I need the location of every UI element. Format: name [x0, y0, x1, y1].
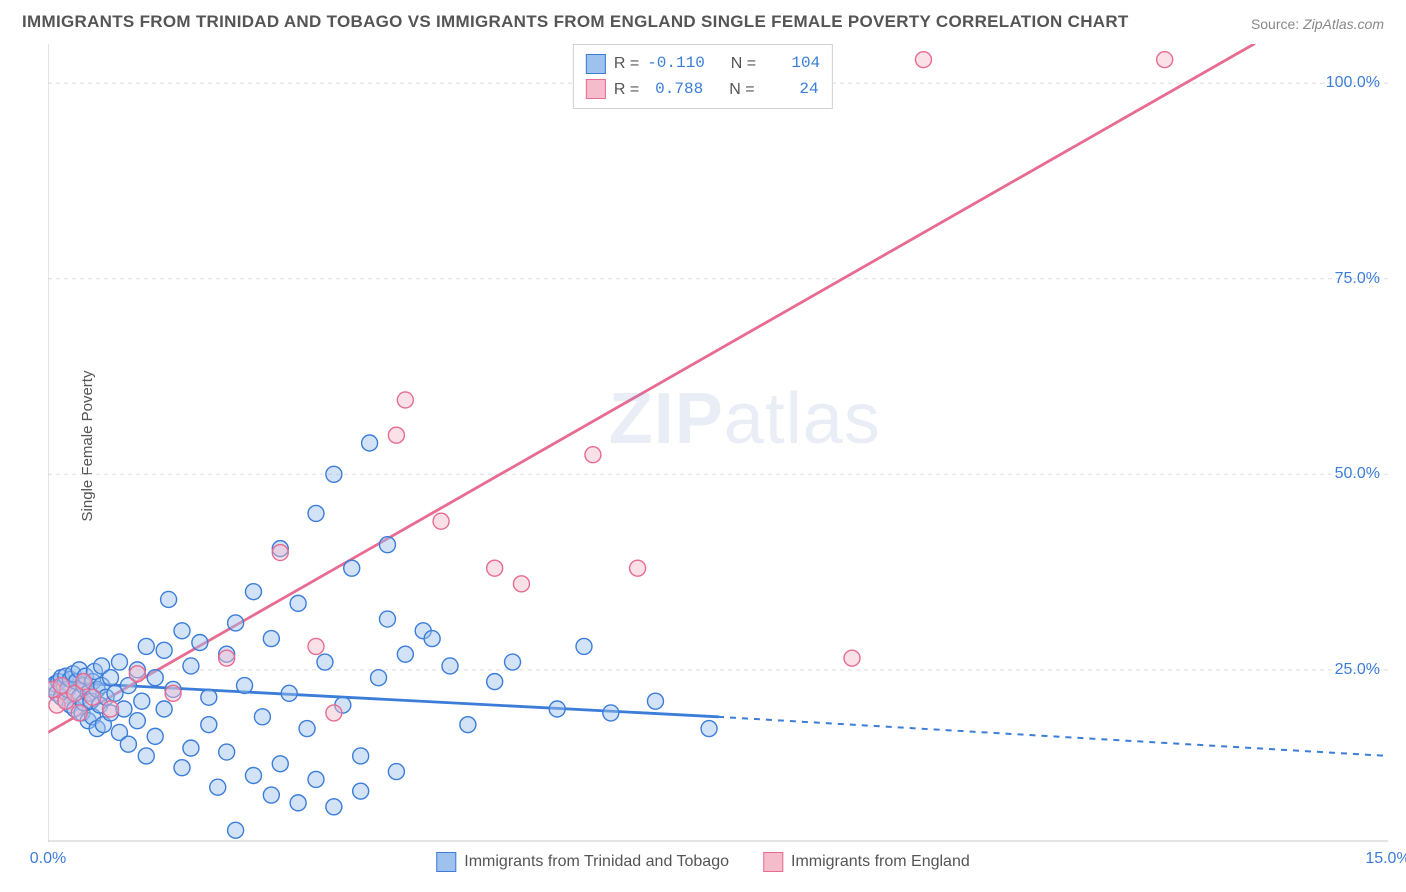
- legend-swatch-england: [586, 79, 606, 99]
- series-legend: Immigrants from Trinidad and Tobago Immi…: [436, 852, 969, 872]
- x-tick-label: 15.0%: [1365, 850, 1406, 868]
- n-label: N =: [729, 77, 754, 103]
- scatter-plot-svg: [48, 44, 1388, 842]
- y-tick-label: 75.0%: [1335, 270, 1380, 288]
- n-value-england: 24: [763, 77, 819, 103]
- y-tick-label: 25.0%: [1335, 661, 1380, 679]
- legend-swatch-england: [763, 852, 783, 872]
- x-tick-label: 0.0%: [30, 850, 66, 868]
- r-label: R =: [614, 51, 639, 77]
- plot-area: ZIPatlas: [48, 44, 1388, 842]
- y-tick-label: 100.0%: [1326, 74, 1380, 92]
- r-value-trinidad: -0.110: [647, 51, 705, 77]
- legend-swatch-trinidad: [586, 54, 606, 74]
- y-tick-label: 50.0%: [1335, 465, 1380, 483]
- n-label: N =: [731, 51, 756, 77]
- source-label: Source:: [1251, 16, 1299, 32]
- chart-title: IMMIGRANTS FROM TRINIDAD AND TOBAGO VS I…: [22, 12, 1129, 32]
- legend-swatch-trinidad: [436, 852, 456, 872]
- source-attribution: Source: ZipAtlas.com: [1251, 16, 1384, 32]
- legend-item-england: Immigrants from England: [763, 852, 970, 872]
- legend-row-trinidad: R = -0.110 N = 104: [586, 51, 820, 77]
- legend-label-trinidad: Immigrants from Trinidad and Tobago: [464, 853, 729, 871]
- r-label: R =: [614, 77, 639, 103]
- legend-row-england: R = 0.788 N = 24: [586, 77, 820, 103]
- source-value: ZipAtlas.com: [1303, 16, 1384, 32]
- chart-container: IMMIGRANTS FROM TRINIDAD AND TOBAGO VS I…: [0, 0, 1406, 892]
- legend-item-trinidad: Immigrants from Trinidad and Tobago: [436, 852, 729, 872]
- correlation-legend-box: R = -0.110 N = 104 R = 0.788 N = 24: [573, 44, 833, 109]
- r-value-england: 0.788: [647, 77, 703, 103]
- legend-label-england: Immigrants from England: [791, 853, 970, 871]
- n-value-trinidad: 104: [764, 51, 820, 77]
